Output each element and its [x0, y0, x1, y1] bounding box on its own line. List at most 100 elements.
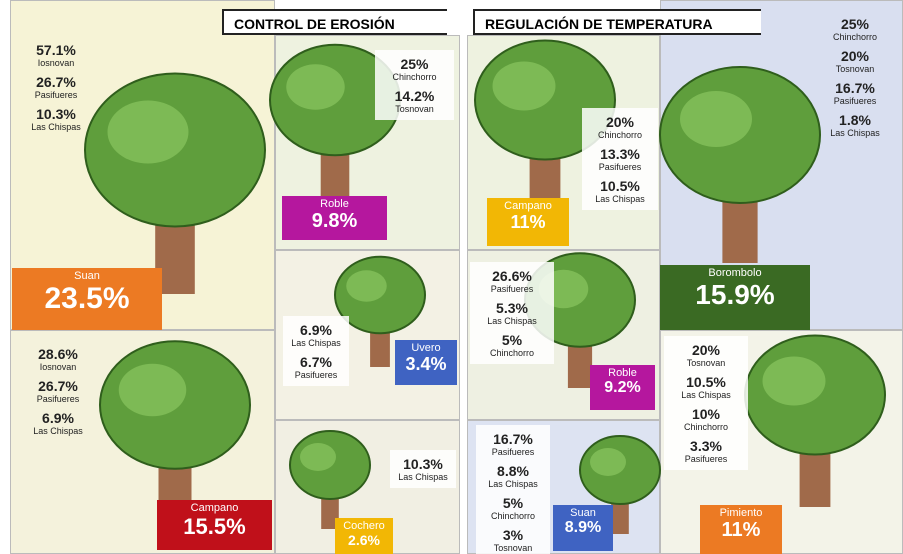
stat-label: Las Chispas: [595, 194, 645, 204]
tree-percent: 9.8%: [311, 209, 358, 232]
stat-value: 6.9%: [42, 410, 74, 426]
tree-name: Campano: [504, 200, 552, 212]
tree-name: Suan: [74, 270, 100, 282]
tree-percent: 11%: [721, 518, 761, 541]
stat-value: 26.7%: [38, 378, 78, 394]
stat-label: Las Chispas: [681, 390, 731, 400]
stat-value: 20%: [840, 48, 870, 64]
panel-title: CONTROL DE EROSIÓN: [222, 9, 447, 35]
stat-label: Iosnovan: [39, 362, 77, 372]
tree-percent: 11%: [510, 211, 546, 232]
stat-value: 28.6%: [38, 346, 78, 362]
stat-label: Chinchorro: [489, 348, 535, 358]
tree-shape: [346, 270, 387, 302]
tree-shape: [286, 64, 345, 110]
tree-label: Roble 9.8%: [282, 196, 387, 240]
stat-label: Pasifueres: [36, 394, 80, 404]
tree-name: Roble: [608, 367, 637, 379]
stat-label: Tosnovan: [835, 64, 875, 74]
tree-label: Campano 11%: [487, 198, 569, 246]
stat-label: Iosnovan: [37, 58, 75, 68]
tree-shape: [680, 91, 752, 147]
stat-label: Las Chispas: [487, 316, 537, 326]
tree-name: Borombolo: [708, 267, 762, 279]
tree-percent: 23.5%: [44, 281, 130, 315]
stat-value: 3%: [502, 527, 524, 543]
stat-label: Las Chispas: [31, 122, 81, 132]
stat-label: Chinchorro: [490, 511, 536, 521]
stats: 10.3% Las Chispas: [390, 450, 456, 488]
stat-label: Tosnovan: [493, 543, 533, 553]
stat-label: Chinchorro: [597, 130, 643, 140]
stat-value: 13.3%: [600, 146, 640, 162]
stat-label: Las Chispas: [488, 479, 538, 489]
tree-percent: 15.9%: [695, 278, 775, 310]
tree-label: Pimiento 11%: [700, 505, 782, 554]
stat-value: 6.7%: [300, 354, 332, 370]
stat-label: Las Chispas: [291, 338, 341, 348]
tree-percent: 3.4%: [405, 353, 447, 374]
tree-percent: 15.5%: [183, 513, 246, 539]
tree-name: Roble: [320, 198, 349, 210]
stat-value: 5%: [502, 495, 524, 511]
tree-label: Borombolo 15.9%: [660, 265, 810, 330]
stats: 25% Chinchorro 20% Tosnovan 16.7% Pasifueres 1…: [808, 10, 902, 144]
stats: 6.9% Las Chispas 6.7% Pasifueres: [283, 316, 349, 386]
stats: 16.7% Pasifueres 8.8% Las Chispas 5% Chinchor…: [476, 425, 550, 554]
tree-shape: [300, 443, 336, 471]
stat-label: Pasifueres: [294, 370, 338, 380]
tree-name: Pimiento: [719, 507, 763, 519]
panel-title: REGULACIÓN DE TEMPERATURA: [473, 9, 761, 35]
stat-label: Chinchorro: [832, 32, 878, 42]
stat-label: Pasifueres: [491, 447, 535, 457]
stats: 20% Chinchorro 13.3% Pasifueres 10.5% Las Chi…: [582, 108, 658, 210]
stat-value: 16.7%: [835, 80, 875, 96]
stat-label: Las Chispas: [398, 472, 448, 482]
tree-name: Suan: [570, 507, 596, 519]
stat-value: 25%: [840, 16, 870, 32]
tree-name: Campano: [190, 502, 239, 514]
stats: 26.6% Pasifueres 5.3% Las Chispas 5% Chinchor…: [470, 262, 554, 364]
stat-label: Pasifueres: [833, 96, 877, 106]
stat-value: 6.9%: [300, 322, 332, 338]
stat-label: Chinchorro: [392, 72, 437, 82]
stat-value: 10.5%: [686, 374, 726, 390]
stat-value: 3.3%: [690, 438, 722, 454]
stat-value: 57.1%: [36, 42, 76, 58]
tree-label: Suan 8.9%: [553, 505, 613, 551]
stat-value: 16.7%: [493, 431, 533, 447]
tree-label: Roble 9.2%: [590, 365, 655, 410]
tree-name: Cochero: [343, 520, 385, 532]
stat-value: 5.3%: [496, 300, 528, 316]
stats: 20% Tosnovan 10.5% Las Chispas 10% Chinchorro…: [664, 336, 748, 470]
tree-shape: [492, 61, 556, 111]
tree-shape: [590, 448, 626, 476]
tree-label: Campano 15.5%: [157, 500, 272, 550]
stat-value: 10%: [691, 406, 721, 422]
stat-value: 26.7%: [36, 74, 76, 90]
stats: 25% Chinchorro 14.2% Tosnovan: [375, 50, 454, 120]
tree-label: Uvero 3.4%: [395, 340, 457, 385]
tree-percent: 8.9%: [564, 518, 602, 536]
stat-value: 20%: [605, 114, 635, 130]
tree-name: Uvero: [411, 342, 441, 354]
stat-label: Las Chispas: [33, 426, 83, 436]
stat-value: 10.3%: [403, 456, 443, 472]
stat-value: 14.2%: [394, 88, 435, 104]
tree-shape: [118, 363, 187, 417]
stat-value: 10.3%: [36, 106, 76, 122]
stat-value: 25%: [400, 56, 429, 72]
stat-label: Pasifueres: [490, 284, 534, 294]
stat-value: 5%: [501, 332, 523, 348]
tree-shape: [762, 356, 826, 406]
stat-value: 8.8%: [497, 463, 529, 479]
stat-value: 20%: [691, 342, 721, 358]
tree-shape: [107, 100, 189, 164]
stat-label: Las Chispas: [830, 128, 880, 138]
stat-value: 10.5%: [600, 178, 640, 194]
stat-label: Pasifueres: [684, 454, 728, 464]
stat-label: Pasifueres: [598, 162, 642, 172]
stat-value: 26.6%: [492, 268, 532, 284]
